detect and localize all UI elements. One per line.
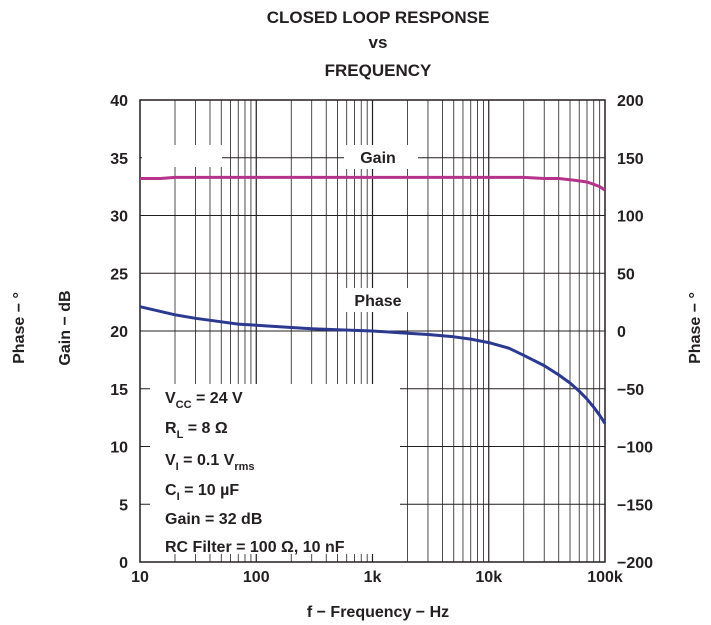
y-left-tick-label: 30 [110, 209, 128, 226]
condition-line: Gain = 32 dB [165, 511, 262, 528]
y-left-label-phase: Phase − ° [11, 292, 28, 364]
y-left-tick-label: 15 [110, 382, 128, 399]
phase-label-background [338, 288, 418, 312]
phase-series-line [139, 305, 607, 425]
annotation-backgrounds [142, 145, 418, 554]
chart-title-line-3: FREQUENCY [325, 61, 432, 80]
x-tick-label: 10k [475, 569, 502, 586]
y-left-tick-label: 25 [110, 266, 128, 283]
y-left-tick-label: 10 [110, 440, 128, 457]
tick-labels: 10 100 1k 10k 100k 0 5 10 15 20 25 30 35 40 −200 −150 −1… [110, 93, 653, 586]
gain-label-background [142, 145, 222, 167]
y-right-tick-label: 150 [617, 151, 644, 168]
series-lines [139, 175, 607, 425]
x-tick-label: 1k [364, 569, 382, 586]
y-right-tick-label: −50 [617, 382, 644, 399]
gain-series-label: Gain [360, 150, 396, 167]
x-tick-label: 10 [131, 569, 149, 586]
y-right-tick-label: 200 [617, 93, 644, 110]
y-right-tick-label: 100 [617, 209, 644, 226]
condition-line: VI = 0.1 Vrms [165, 452, 255, 473]
y-right-label-phase: Phase − ° [687, 292, 704, 364]
test-conditions: VCC = 24 V RL = 8 Ω VI = 0.1 Vrms CI = 10 µ… [165, 390, 345, 556]
y-left-tick-label: 40 [110, 93, 128, 110]
conditions-background [150, 384, 400, 554]
x-tick-label: 100k [587, 569, 623, 586]
y-right-tick-label: 0 [617, 324, 626, 341]
y-right-tick-label: 50 [617, 266, 635, 283]
y-right-tick-label: −150 [617, 497, 653, 514]
y-left-tick-label: 20 [110, 324, 128, 341]
y-left-tick-label: 35 [110, 151, 128, 168]
y-left-tick-label: 5 [119, 497, 128, 514]
phase-series-label: Phase [354, 293, 401, 310]
condition-line: RL = 8 Ω [165, 420, 228, 441]
gain-label-background [344, 145, 418, 169]
condition-line: VCC = 24 V [165, 390, 243, 411]
y-left-tick-label: 0 [119, 555, 128, 572]
chart-title-line-2: vs [369, 33, 388, 52]
gain-series-line [140, 175, 606, 192]
condition-line: CI = 10 µF [165, 482, 239, 503]
y-right-tick-label: −100 [617, 440, 653, 457]
condition-line: RC Filter = 100 Ω, 10 nF [165, 539, 345, 556]
y-right-tick-label: −200 [617, 555, 653, 572]
chart-title: CLOSED LOOP RESPONSE vs FREQUENCY [267, 8, 490, 80]
plot-frame [139, 99, 606, 563]
y-left-label-gain: Gain − dB [57, 290, 74, 365]
chart-title-line-1: CLOSED LOOP RESPONSE [267, 8, 490, 27]
x-tick-label: 100 [243, 569, 270, 586]
x-axis-label: f − Frequency − Hz [307, 604, 449, 621]
